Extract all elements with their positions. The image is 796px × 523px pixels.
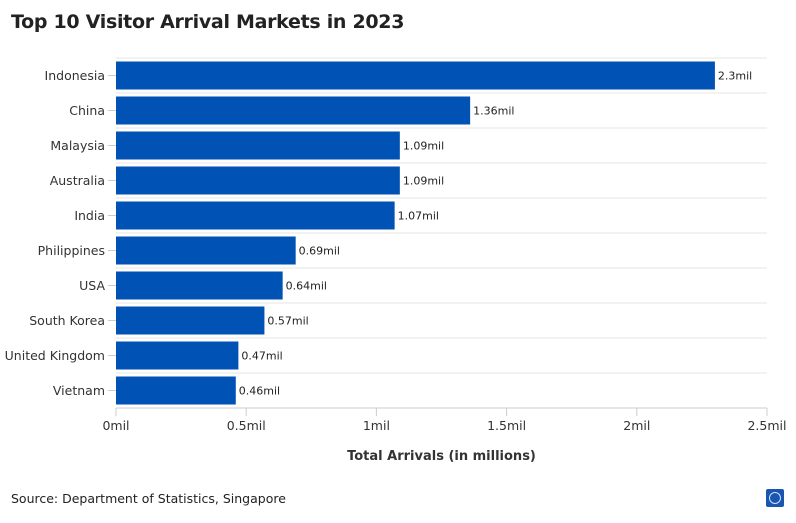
data-label: 1.36mil [473, 105, 514, 118]
x-tick-label: 1mil [363, 418, 390, 433]
y-tick-label: South Korea [29, 313, 105, 328]
x-tick-label: 2mil [623, 418, 650, 433]
logo-icon [766, 489, 784, 507]
bar [116, 341, 239, 370]
data-label: 1.09mil [403, 175, 444, 188]
x-tick-label: 0.5mil [227, 418, 266, 433]
data-label: 1.07mil [398, 210, 439, 223]
data-label: 0.46mil [239, 385, 280, 398]
data-label: 0.57mil [267, 315, 308, 328]
data-label: 0.64mil [286, 280, 327, 293]
y-tick-label: Vietnam [53, 383, 105, 398]
y-tick-label: United Kingdom [5, 348, 105, 363]
x-axis-title: Total Arrivals (in millions) [347, 449, 536, 464]
data-label: 0.47mil [241, 350, 282, 363]
y-tick-label: India [74, 208, 105, 223]
bar [116, 271, 283, 300]
bar [116, 61, 715, 90]
y-tick-label: Indonesia [45, 68, 105, 83]
data-label: 2.3mil [718, 70, 752, 83]
y-tick-label: Malaysia [50, 138, 105, 153]
chart-title: Top 10 Visitor Arrival Markets in 2023 [11, 11, 405, 33]
bar [116, 306, 265, 335]
bar [116, 166, 400, 195]
bar [116, 131, 400, 160]
y-tick-label: USA [79, 278, 105, 293]
y-tick-label: China [69, 103, 105, 118]
x-tick-label: 2.5mil [747, 418, 786, 433]
y-tick-label: Philippines [38, 243, 105, 258]
bar [116, 96, 471, 125]
data-label: 0.69mil [299, 245, 340, 258]
x-tick-label: 0mil [102, 418, 129, 433]
x-tick-label: 1.5mil [487, 418, 526, 433]
bar [116, 376, 236, 405]
data-label: 1.09mil [403, 140, 444, 153]
bar [116, 236, 296, 265]
source-note: Source: Department of Statistics, Singap… [11, 491, 286, 506]
bar [116, 201, 395, 230]
y-tick-label: Australia [50, 173, 105, 188]
